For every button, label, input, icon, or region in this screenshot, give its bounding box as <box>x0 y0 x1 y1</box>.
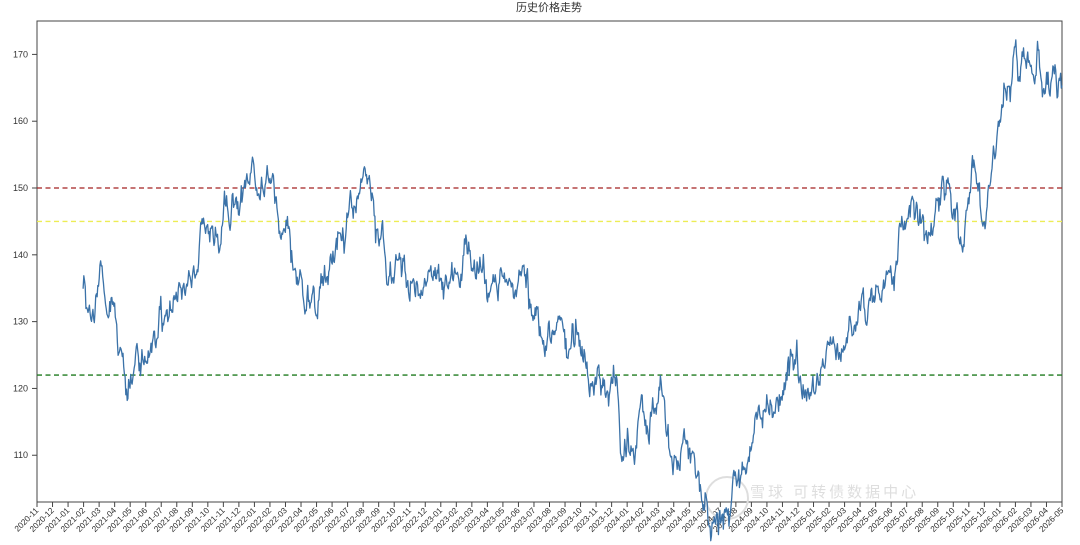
svg-text:雪球 可转债数据中心: 雪球 可转债数据中心 <box>750 484 919 501</box>
svg-text:110: 110 <box>14 450 28 460</box>
svg-text:150: 150 <box>13 183 28 193</box>
svg-text:170: 170 <box>13 49 28 59</box>
svg-text:160: 160 <box>13 116 28 126</box>
svg-text:130: 130 <box>13 317 28 327</box>
svg-text:140: 140 <box>13 250 28 260</box>
svg-text:120: 120 <box>13 383 28 393</box>
svg-text:历史价格走势: 历史价格走势 <box>516 0 582 14</box>
